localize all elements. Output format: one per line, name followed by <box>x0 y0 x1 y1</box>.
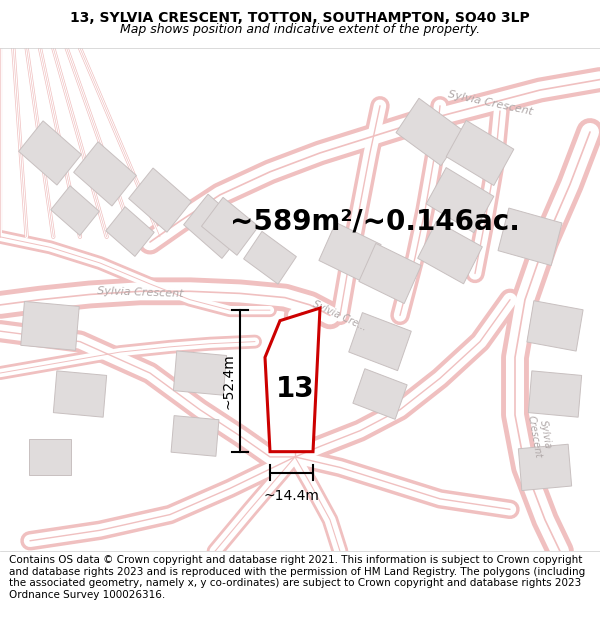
Bar <box>529 371 581 418</box>
Bar <box>51 186 99 236</box>
Bar <box>244 231 296 284</box>
Bar <box>19 121 82 185</box>
Text: ~14.4m: ~14.4m <box>263 489 319 503</box>
Bar <box>74 142 136 206</box>
Bar <box>446 121 514 186</box>
Bar <box>319 222 381 282</box>
Bar <box>498 208 562 266</box>
Bar <box>171 416 219 456</box>
Bar <box>53 371 107 418</box>
Text: Sylvia
Crescent: Sylvia Crescent <box>526 412 554 459</box>
Text: ~52.4m: ~52.4m <box>221 353 235 409</box>
Bar <box>21 301 79 351</box>
Bar <box>173 351 227 395</box>
Bar <box>29 439 71 475</box>
Bar <box>418 221 482 284</box>
Bar <box>359 243 421 304</box>
Bar <box>349 312 411 371</box>
Bar <box>353 369 407 419</box>
Text: Sylvia Cre...: Sylvia Cre... <box>311 299 368 332</box>
Text: Sylvia Crescent: Sylvia Crescent <box>97 286 184 299</box>
Text: Sylvia Crescent: Sylvia Crescent <box>447 89 533 116</box>
Text: 13: 13 <box>275 375 314 402</box>
Bar <box>184 194 247 258</box>
Bar <box>518 444 572 491</box>
Text: Map shows position and indicative extent of the property.: Map shows position and indicative extent… <box>120 22 480 36</box>
Bar <box>202 198 259 255</box>
Text: 13, SYLVIA CRESCENT, TOTTON, SOUTHAMPTON, SO40 3LP: 13, SYLVIA CRESCENT, TOTTON, SOUTHAMPTON… <box>70 11 530 24</box>
Text: Contains OS data © Crown copyright and database right 2021. This information is : Contains OS data © Crown copyright and d… <box>9 555 585 600</box>
Bar <box>426 168 494 232</box>
Bar <box>396 98 464 166</box>
Bar <box>106 207 154 256</box>
Bar <box>527 301 583 351</box>
Bar <box>128 168 191 232</box>
Polygon shape <box>265 308 320 452</box>
Text: ~589m²/~0.146ac.: ~589m²/~0.146ac. <box>230 207 520 235</box>
